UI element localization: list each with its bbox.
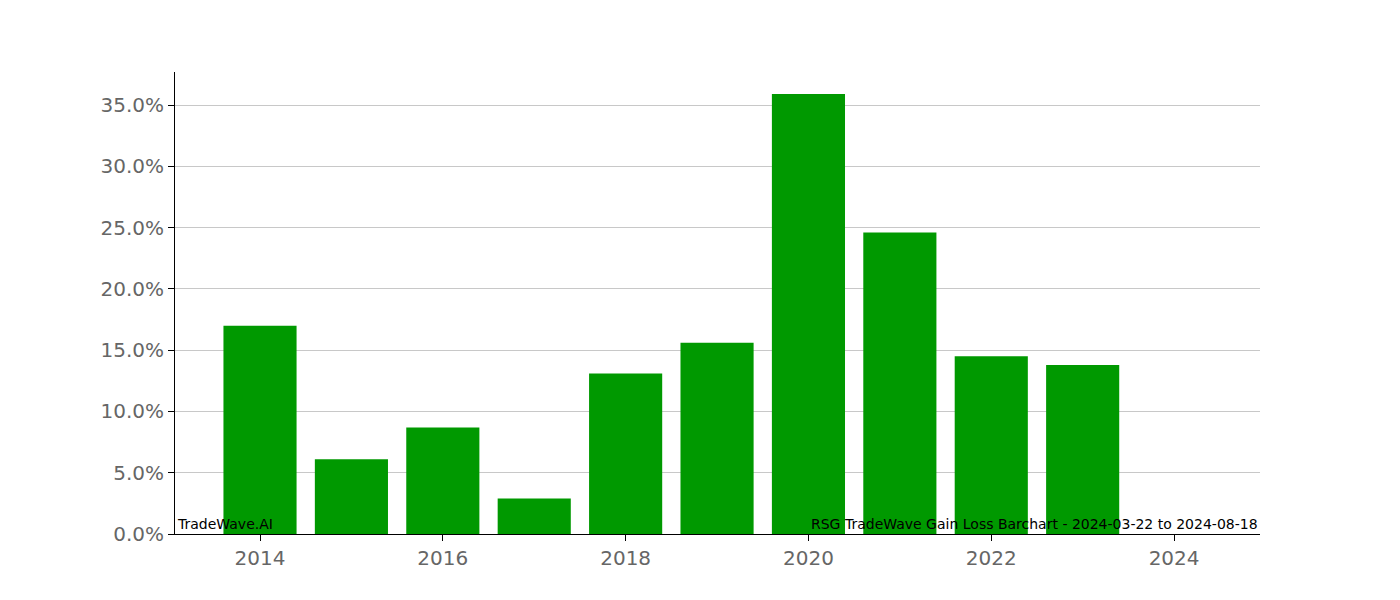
svg-text:35.0%: 35.0% xyxy=(100,93,164,117)
svg-text:2022: 2022 xyxy=(966,546,1017,570)
svg-text:5.0%: 5.0% xyxy=(113,461,164,485)
svg-text:RSG TradeWave Gain Loss Barcha: RSG TradeWave Gain Loss Barchart - 2024-… xyxy=(811,516,1258,532)
svg-text:2024: 2024 xyxy=(1149,546,1200,570)
svg-text:20.0%: 20.0% xyxy=(100,277,164,301)
svg-text:0.0%: 0.0% xyxy=(113,522,164,546)
svg-text:25.0%: 25.0% xyxy=(100,216,164,240)
svg-text:TradeWave.AI: TradeWave.AI xyxy=(177,516,273,532)
svg-text:30.0%: 30.0% xyxy=(100,154,164,178)
svg-text:2014: 2014 xyxy=(235,546,286,570)
svg-text:2020: 2020 xyxy=(783,546,834,570)
svg-text:2016: 2016 xyxy=(417,546,468,570)
svg-text:15.0%: 15.0% xyxy=(100,338,164,362)
svg-text:10.0%: 10.0% xyxy=(100,399,164,423)
svg-text:2018: 2018 xyxy=(600,546,651,570)
